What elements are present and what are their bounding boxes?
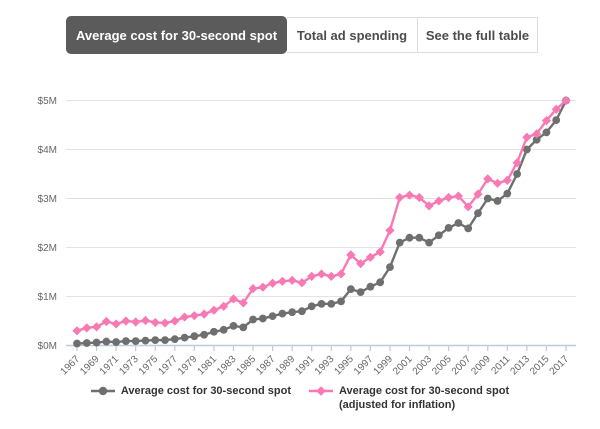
svg-text:1971: 1971 bbox=[98, 354, 122, 378]
svg-text:1995: 1995 bbox=[332, 354, 356, 378]
svg-text:1973: 1973 bbox=[117, 354, 141, 378]
tab-bar: Average cost for 30-second spot Total ad… bbox=[66, 16, 538, 54]
svg-text:1981: 1981 bbox=[196, 354, 220, 378]
svg-text:2007: 2007 bbox=[450, 354, 474, 378]
pink-series-marker-icon bbox=[309, 386, 333, 396]
gray-series-marker-icon bbox=[90, 386, 115, 396]
svg-text:1991: 1991 bbox=[293, 354, 317, 378]
tab-total-ad-spending[interactable]: Total ad spending bbox=[287, 17, 418, 53]
legend-item-adjusted: Average cost for 30-second spot (adjuste… bbox=[309, 384, 509, 412]
legend-item-nominal: Average cost for 30-second spot bbox=[90, 384, 291, 412]
svg-text:$5M: $5M bbox=[38, 96, 57, 107]
svg-text:1989: 1989 bbox=[274, 354, 298, 378]
svg-text:1969: 1969 bbox=[78, 354, 102, 378]
svg-text:2001: 2001 bbox=[391, 354, 415, 378]
tab-see-full-table[interactable]: See the full table bbox=[418, 17, 538, 53]
svg-text:2013: 2013 bbox=[508, 354, 532, 378]
svg-text:1983: 1983 bbox=[215, 354, 239, 378]
legend-label-adjusted: Average cost for 30-second spot (adjuste… bbox=[339, 385, 510, 411]
svg-text:2005: 2005 bbox=[430, 354, 454, 378]
svg-text:1975: 1975 bbox=[137, 354, 161, 378]
svg-text:$4M: $4M bbox=[38, 145, 57, 156]
svg-text:1997: 1997 bbox=[352, 354, 376, 378]
svg-text:$3M: $3M bbox=[38, 194, 57, 205]
svg-text:2003: 2003 bbox=[411, 354, 435, 378]
chart-legend: Average cost for 30-second spot Average … bbox=[0, 384, 600, 412]
svg-text:1967: 1967 bbox=[59, 354, 83, 378]
svg-text:1985: 1985 bbox=[235, 354, 259, 378]
svg-text:2009: 2009 bbox=[469, 354, 493, 378]
svg-text:$1M: $1M bbox=[38, 292, 57, 303]
svg-text:1987: 1987 bbox=[254, 354, 278, 378]
svg-text:1977: 1977 bbox=[156, 354, 180, 378]
tab-average-cost[interactable]: Average cost for 30-second spot bbox=[66, 16, 287, 54]
svg-text:1979: 1979 bbox=[176, 354, 200, 378]
svg-text:2011: 2011 bbox=[489, 354, 512, 377]
svg-text:2015: 2015 bbox=[528, 354, 552, 378]
svg-text:2017: 2017 bbox=[548, 354, 572, 378]
svg-text:$2M: $2M bbox=[38, 243, 57, 254]
legend-label-nominal: Average cost for 30-second spot bbox=[120, 385, 291, 397]
cost-line-chart: $0M$1M$2M$3M$4M$5M1967196919711973197519… bbox=[38, 95, 576, 378]
svg-text:1993: 1993 bbox=[313, 354, 337, 378]
svg-text:1999: 1999 bbox=[372, 354, 396, 378]
svg-text:$0M: $0M bbox=[38, 341, 57, 352]
